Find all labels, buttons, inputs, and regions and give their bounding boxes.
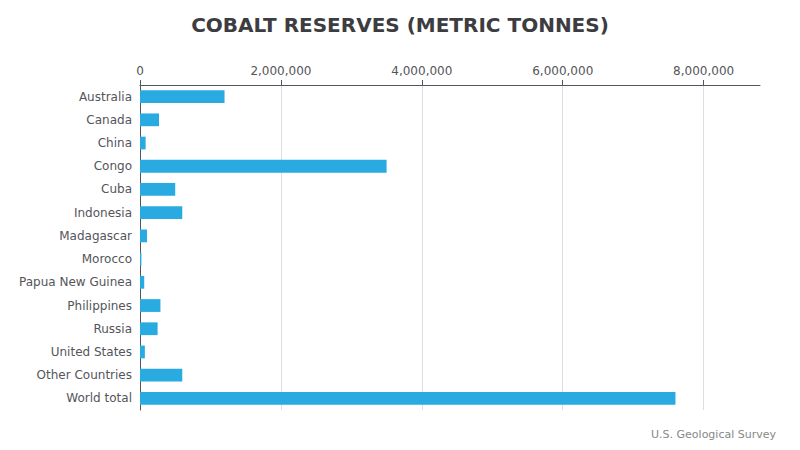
svg-text:2,000,000: 2,000,000 xyxy=(250,64,311,78)
svg-text:Cuba: Cuba xyxy=(101,182,132,196)
svg-text:0: 0 xyxy=(136,64,144,78)
svg-text:Australia: Australia xyxy=(79,90,132,104)
svg-text:Canada: Canada xyxy=(86,113,132,127)
svg-text:6,000,000: 6,000,000 xyxy=(532,64,593,78)
svg-text:China: China xyxy=(98,136,132,150)
svg-text:Papua New Guinea: Papua New Guinea xyxy=(19,275,132,289)
svg-text:Other Countries: Other Countries xyxy=(37,368,132,382)
svg-text:United States: United States xyxy=(51,345,132,359)
svg-text:Congo: Congo xyxy=(94,159,132,173)
svg-text:World total: World total xyxy=(66,391,132,405)
svg-text:4,000,000: 4,000,000 xyxy=(391,64,452,78)
svg-text:8,000,000: 8,000,000 xyxy=(673,64,734,78)
svg-text:Russia: Russia xyxy=(93,322,132,336)
svg-text:Indonesia: Indonesia xyxy=(74,206,132,220)
svg-text:Morocco: Morocco xyxy=(82,252,132,266)
svg-text:COBALT RESERVES (METRIC TONNES: COBALT RESERVES (METRIC TONNES) xyxy=(191,13,609,37)
svg-text:U.S. Geological Survey: U.S. Geological Survey xyxy=(651,428,776,441)
svg-text:Philippines: Philippines xyxy=(67,299,132,313)
svg-text:Madagascar: Madagascar xyxy=(59,229,132,243)
